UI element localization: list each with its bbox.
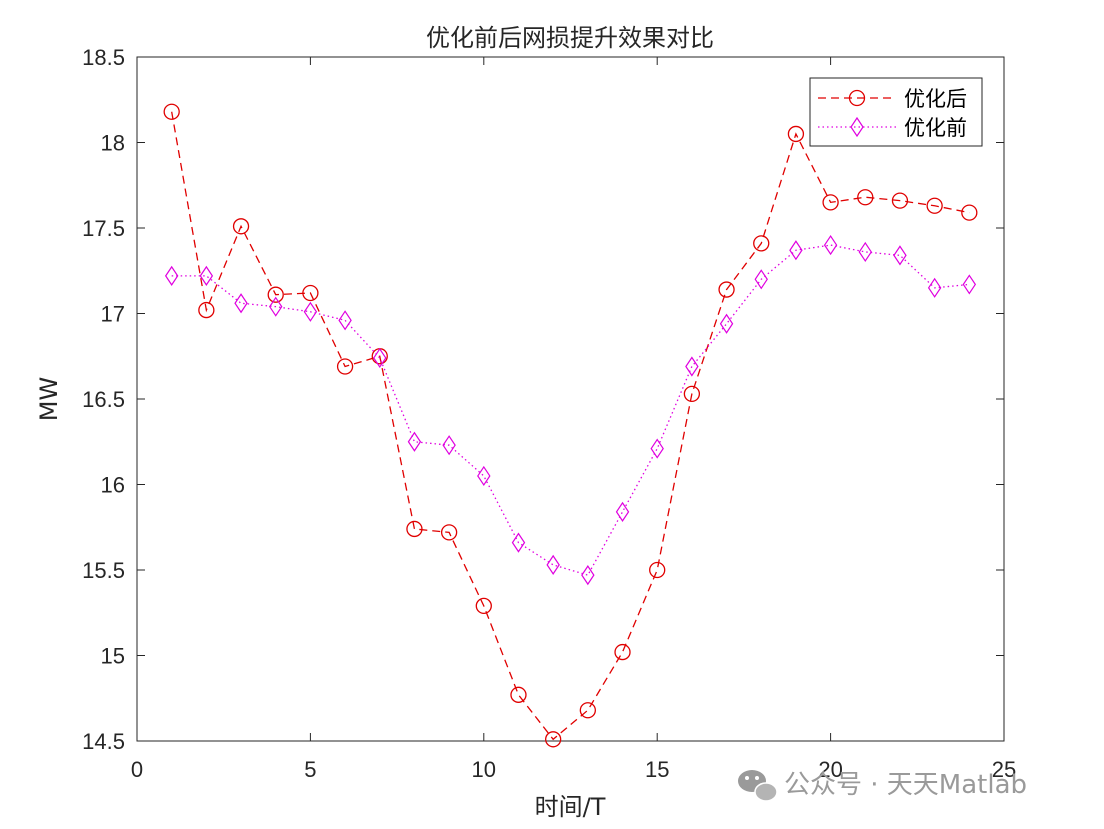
data-point-diamond	[858, 241, 873, 263]
data-point-circle	[683, 385, 701, 403]
y-axis-label: MW	[35, 377, 63, 421]
data-point-diamond	[615, 501, 630, 522]
data-point-circle	[232, 218, 250, 235]
data-point-circle	[510, 686, 527, 703]
data-point-circle	[926, 197, 943, 214]
data-point-circle	[302, 284, 319, 302]
data-point-circle	[857, 189, 874, 206]
data-point-circle	[440, 524, 458, 541]
data-point-circle	[267, 286, 284, 303]
y-tick-label: 15.5	[82, 558, 125, 583]
legend: 优化后 优化前	[809, 77, 983, 147]
data-point-diamond	[199, 265, 214, 286]
data-point-circle	[163, 103, 180, 120]
x-tick-label: 20	[818, 757, 842, 782]
x-axis-label: 时间/T	[535, 793, 606, 821]
y-tick-label: 16.5	[82, 387, 125, 412]
wechat-icon	[738, 770, 778, 802]
legend-marker-after	[848, 89, 866, 107]
data-point-diamond	[823, 235, 838, 256]
legend-marker-before	[850, 116, 864, 138]
data-point-diamond	[511, 532, 526, 553]
data-point-circle	[753, 235, 770, 252]
data-point-circle	[545, 731, 562, 748]
chart-title: 优化前后网损提升效果对比	[426, 24, 714, 52]
y-tick-label: 18.5	[82, 45, 125, 70]
data-point-diamond	[303, 301, 318, 322]
data-point-diamond	[685, 356, 699, 377]
data-point-diamond	[927, 277, 942, 298]
x-tick-label: 5	[304, 757, 316, 782]
data-point-diamond	[268, 296, 283, 317]
data-point-diamond	[164, 265, 179, 286]
plot-area	[136, 56, 1005, 742]
y-tick-label: 14.5	[82, 729, 125, 754]
x-tick-label: 10	[472, 757, 496, 782]
data-point-diamond	[754, 269, 768, 290]
data-point-circle	[961, 204, 978, 221]
data-point-diamond	[338, 310, 352, 331]
data-point-circle	[198, 301, 215, 319]
data-point-diamond	[373, 347, 387, 369]
series-line-0	[171, 111, 970, 741]
data-point-diamond	[650, 438, 664, 459]
y-tick-label: 18	[101, 131, 125, 156]
data-point-circle	[475, 597, 492, 615]
x-tick-label: 15	[645, 757, 669, 782]
watermark: 公众号 · 天天Matlab	[738, 770, 1027, 802]
y-tick-label: 15	[101, 644, 125, 669]
data-point-diamond	[719, 313, 734, 334]
data-point-diamond	[234, 293, 248, 314]
data-point-circle	[649, 561, 666, 579]
y-tick-label: 17.5	[82, 216, 125, 241]
data-point-circle	[787, 125, 805, 143]
data-point-circle	[718, 281, 735, 298]
x-tick-label: 25	[992, 757, 1016, 782]
legend-box	[809, 77, 983, 147]
data-point-diamond	[407, 431, 422, 452]
legend-label-after: 优化后	[904, 87, 967, 111]
watermark-text: 公众号 · 天天Matlab	[784, 770, 1027, 800]
data-point-diamond	[477, 465, 491, 487]
data-point-circle	[406, 520, 423, 538]
data-point-circle	[822, 194, 839, 211]
y-tick-label: 16	[101, 473, 125, 498]
data-point-diamond	[546, 554, 560, 575]
data-point-circle	[579, 702, 596, 719]
data-point-diamond	[789, 240, 803, 261]
data-point-diamond	[581, 565, 595, 586]
axis-ticks: 0 5 10 15 20 25 14.5 15 15.5 16 16.5 17 17.5 18 18.5	[82, 45, 1016, 782]
series-layer	[163, 103, 978, 748]
data-point-diamond	[893, 245, 907, 266]
data-point-circle	[614, 643, 631, 661]
data-point-diamond	[962, 274, 977, 295]
legend-label-before: 优化前	[904, 116, 967, 140]
y-tick-label: 17	[101, 302, 125, 327]
data-point-diamond	[442, 435, 456, 456]
x-tick-label: 0	[131, 757, 143, 782]
data-point-circle	[891, 192, 909, 209]
data-point-circle	[336, 358, 354, 375]
